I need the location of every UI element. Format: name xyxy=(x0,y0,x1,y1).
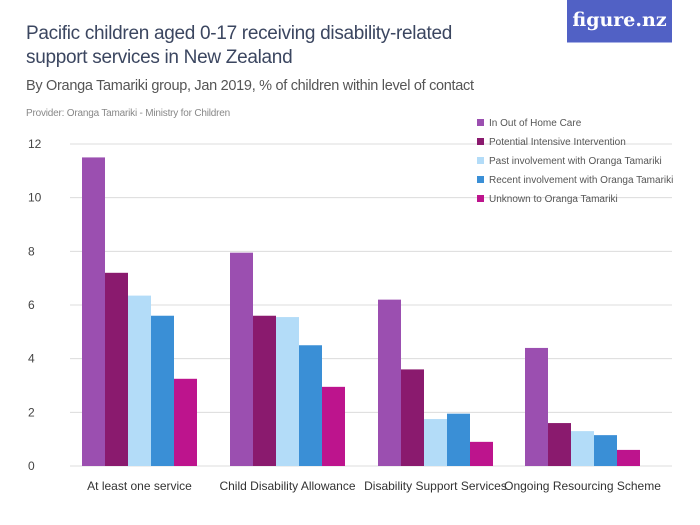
legend-swatch xyxy=(477,119,484,126)
bar-4-2 xyxy=(470,441,493,466)
legend-label: Recent involvement with Oranga Tamariki xyxy=(489,175,673,186)
y-tick-label: 12 xyxy=(28,137,42,151)
bar-1-3 xyxy=(548,423,571,466)
legend-swatch xyxy=(477,176,484,183)
y-tick-label: 10 xyxy=(28,191,42,205)
bar-1-0 xyxy=(105,272,128,466)
bar-4-0 xyxy=(174,378,197,466)
bar-4-3 xyxy=(617,449,640,466)
bar-3-3 xyxy=(594,435,617,466)
y-tick-label: 8 xyxy=(28,244,35,258)
bar-2-0 xyxy=(128,295,151,466)
y-tick-label: 0 xyxy=(28,459,35,473)
x-tick-label: At least one service xyxy=(87,479,192,493)
chart-title: Pacific children aged 0-17 receiving dis… xyxy=(26,23,453,68)
chart-subtitle: By Oranga Tamariki group, Jan 2019, % of… xyxy=(26,78,474,94)
bar-1-2 xyxy=(401,369,424,466)
bar-1-1 xyxy=(253,315,276,466)
legend-swatch xyxy=(477,195,484,202)
bar-3-0 xyxy=(151,315,174,466)
bar-2-2 xyxy=(424,419,447,466)
bar-2-1 xyxy=(276,317,299,466)
legend-swatch xyxy=(477,157,484,164)
x-tick-label: Child Disability Allowance xyxy=(219,479,355,493)
figure-nz-logo[interactable]: figure.nz xyxy=(567,0,672,43)
legend-label: In Out of Home Care xyxy=(489,118,582,129)
legend-label: Past involvement with Oranga Tamariki xyxy=(489,156,662,167)
legend-label: Unknown to Oranga Tamariki xyxy=(489,194,618,205)
y-tick-label: 2 xyxy=(28,405,35,419)
y-tick-label: 6 xyxy=(28,298,35,312)
x-tick-label: Ongoing Resourcing Scheme xyxy=(504,479,661,493)
bar-3-2 xyxy=(447,413,470,466)
legend-swatch xyxy=(477,138,484,145)
bar-4-1 xyxy=(322,386,345,466)
bar-3-1 xyxy=(299,345,322,466)
bar-0-2 xyxy=(378,299,401,466)
bar-0-3 xyxy=(525,347,548,466)
bar-0-1 xyxy=(230,252,253,466)
x-tick-label: Disability Support Services xyxy=(364,479,507,493)
provider-label: Provider: Oranga Tamariki - Ministry for… xyxy=(26,108,230,119)
bar-2-3 xyxy=(571,431,594,466)
y-tick-label: 4 xyxy=(28,352,35,366)
bar-0-0 xyxy=(82,157,105,466)
legend-label: Potential Intensive Intervention xyxy=(489,137,626,148)
